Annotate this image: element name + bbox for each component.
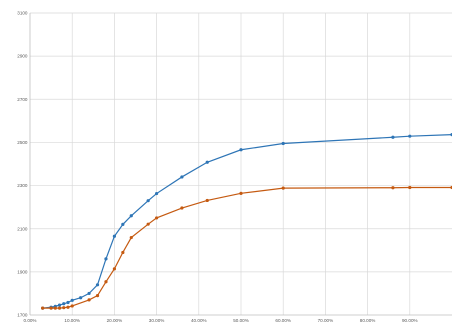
data-point <box>121 222 125 226</box>
data-point <box>104 280 108 284</box>
x-tick-label: 80.00% <box>360 318 376 323</box>
series-line <box>42 186 452 309</box>
data-point <box>239 148 243 152</box>
data-point <box>180 206 184 210</box>
x-tick-label: 90.00% <box>402 318 418 323</box>
data-point <box>53 306 57 310</box>
data-point <box>87 298 91 302</box>
x-tick-label: 50.00% <box>233 318 249 323</box>
data-point <box>129 235 133 240</box>
data-point <box>95 293 100 298</box>
data-point <box>79 296 83 300</box>
y-tick-label: 2300 <box>17 183 28 188</box>
data-point <box>205 160 209 164</box>
y-tick-label: 1900 <box>17 269 28 274</box>
data-point <box>49 306 53 310</box>
data-point <box>155 216 159 220</box>
y-tick-label: 1700 <box>17 313 28 318</box>
data-point <box>129 214 133 218</box>
data-point <box>239 191 243 195</box>
data-point <box>281 141 285 146</box>
series <box>41 133 452 310</box>
data-point <box>180 175 184 179</box>
data-point <box>70 304 74 308</box>
data-point <box>146 199 150 203</box>
series-1 <box>41 133 452 310</box>
tick-labels: 1700 1900 2100 2300 2500 2700 2900 3100 0.00% 10.… <box>17 11 417 323</box>
data-point <box>104 257 108 261</box>
x-tick-label: 10.00% <box>64 318 80 323</box>
y-tick-label: 2700 <box>17 97 28 102</box>
data-point <box>121 250 125 255</box>
data-point <box>146 222 150 226</box>
x-tick-label: 20.00% <box>107 318 123 323</box>
x-tick-label: 40.00% <box>191 318 207 323</box>
data-point <box>66 305 70 309</box>
y-tick-label: 2100 <box>17 226 28 231</box>
series-line <box>42 134 452 309</box>
data-point <box>62 306 66 310</box>
axes <box>29 13 452 316</box>
data-point <box>87 291 91 296</box>
data-point <box>155 191 159 196</box>
x-tick-label: 60.00% <box>275 318 291 323</box>
series-2 <box>41 185 452 310</box>
x-tick-label: 0.00% <box>23 318 36 323</box>
data-point <box>408 185 412 190</box>
data-point <box>205 198 209 203</box>
grid <box>30 12 452 315</box>
data-point <box>62 302 66 306</box>
data-point <box>57 303 62 307</box>
data-point <box>391 186 395 190</box>
data-point <box>57 306 62 310</box>
y-tick-label: 3100 <box>17 11 28 16</box>
y-tick-label: 2900 <box>17 54 28 59</box>
data-point <box>391 135 395 139</box>
data-point <box>95 283 100 287</box>
x-tick-label: 30.00% <box>149 318 165 323</box>
data-point <box>41 306 45 310</box>
data-point <box>112 234 116 238</box>
data-point <box>70 298 74 302</box>
data-point <box>281 186 285 190</box>
data-point <box>66 300 70 305</box>
data-point <box>112 267 116 271</box>
x-tick-label: 70.00% <box>318 318 334 323</box>
data-point <box>408 134 412 138</box>
y-tick-label: 2500 <box>17 140 28 145</box>
